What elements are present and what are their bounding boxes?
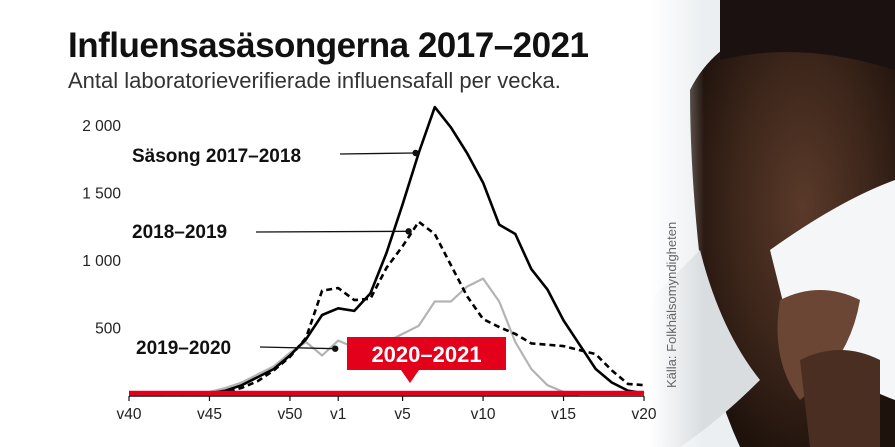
chart-subtitle: Antal laboratorieverifierade influensafa…: [68, 68, 561, 93]
y-axis: 500 1 000 1 500 2 000: [82, 118, 121, 338]
x-tick-label: v5: [394, 406, 410, 423]
x-tick-label: v20: [632, 406, 657, 423]
leader-line: [339, 152, 416, 155]
series-line-3: [129, 277, 644, 396]
annotations: Säsong 2017–2018 2018–2019 2019–2020 2020–2…: [132, 146, 506, 383]
y-tick-label: 500: [95, 321, 121, 338]
series-label: Säsong 2017–2018: [132, 146, 301, 167]
callout-box: [347, 337, 506, 370]
callout-pointer: [401, 370, 419, 383]
x-tick-label: v1: [330, 406, 346, 423]
x-tick-label: v45: [197, 406, 222, 423]
y-tick-label: 1 500: [82, 186, 121, 203]
series-label: 2018–2019: [132, 222, 227, 243]
leader-dot: [405, 228, 412, 235]
y-tick-label: 1 000: [82, 253, 121, 270]
x-tick-label: v15: [551, 406, 576, 423]
leader-dot: [412, 149, 419, 157]
series-label: 2019–2020: [136, 338, 231, 359]
y-tick-label: 2 000: [82, 118, 121, 135]
x-tick-label: v40: [117, 406, 142, 423]
leader-line: [259, 346, 336, 350]
callout-label: 2020–2021: [371, 342, 481, 367]
x-axis: v40 v45 v50 v1 v5 v10 v15 v20: [117, 395, 657, 423]
x-tick-label: v50: [277, 406, 302, 423]
x-tick-label: v10: [471, 406, 496, 423]
chart-title: Influensasäsongerna 2017–2021: [68, 26, 589, 65]
leader-dot: [332, 345, 339, 352]
leader-line: [255, 230, 409, 233]
